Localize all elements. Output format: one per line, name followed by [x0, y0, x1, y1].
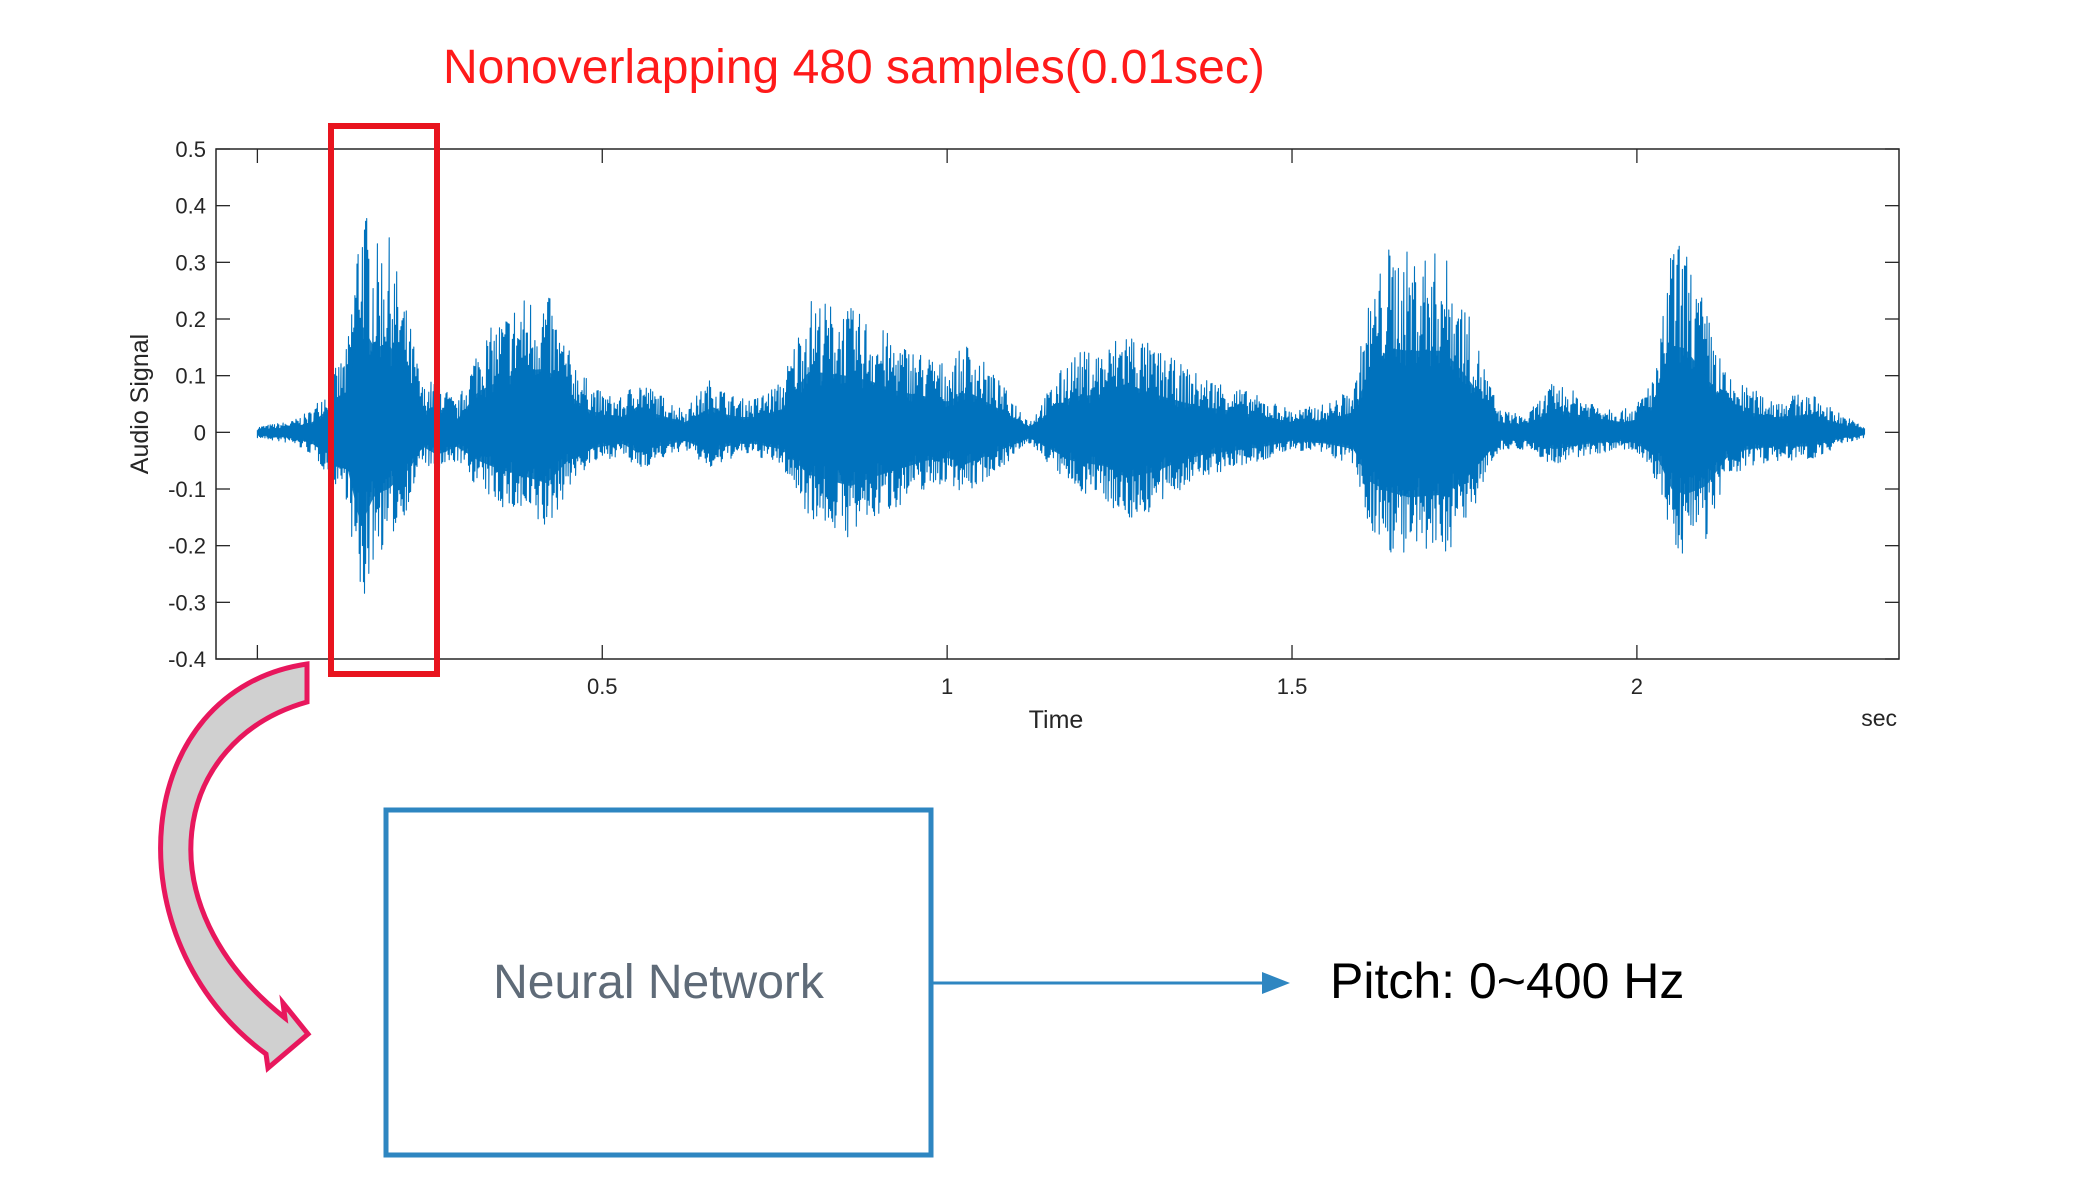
waveform-core [257, 325, 1865, 524]
y-tick-label: -0.3 [168, 590, 206, 615]
y-tick-label: -0.1 [168, 477, 206, 502]
y-tick-label: 0.1 [175, 364, 206, 389]
window-annotation-label: Nonoverlapping 480 samples(0.01sec) [443, 41, 1265, 94]
y-tick-label: 0.5 [175, 137, 206, 162]
y-tick-label: 0.4 [175, 194, 206, 219]
sample-window-highlight [328, 123, 440, 677]
audio-waveform [256, 217, 1866, 594]
y-tick-label: 0.2 [175, 307, 206, 332]
x-tick-label: 0.5 [587, 674, 618, 699]
neural-network-label: Neural Network [493, 956, 824, 1009]
x-tick-label: 1 [941, 674, 953, 699]
y-axis-label: Audio Signal [126, 334, 154, 474]
y-tick-label: 0 [194, 420, 206, 445]
y-tick-label: -0.2 [168, 534, 206, 559]
pitch-output-label: Pitch: 0~400 Hz [1330, 953, 1685, 1009]
x-axis-label: Time [1029, 706, 1084, 734]
x-axis-unit: sec [1861, 705, 1897, 731]
curved-arrow [158, 661, 312, 1073]
y-tick-label: 0.3 [175, 250, 206, 275]
x-tick-label: 2 [1631, 674, 1643, 699]
x-axis: 0.5 1 1.5 2 [256, 149, 1643, 699]
y-axis: 0.5 0.4 0.3 0.2 0.1 0 -0.1 -0.2 -0.3 -0.4 [168, 137, 1899, 672]
neural-network-box [383, 807, 934, 1158]
x-tick-label: 1.5 [1277, 674, 1308, 699]
output-arrow-head [1262, 972, 1290, 994]
y-tick-label: -0.4 [168, 647, 206, 672]
